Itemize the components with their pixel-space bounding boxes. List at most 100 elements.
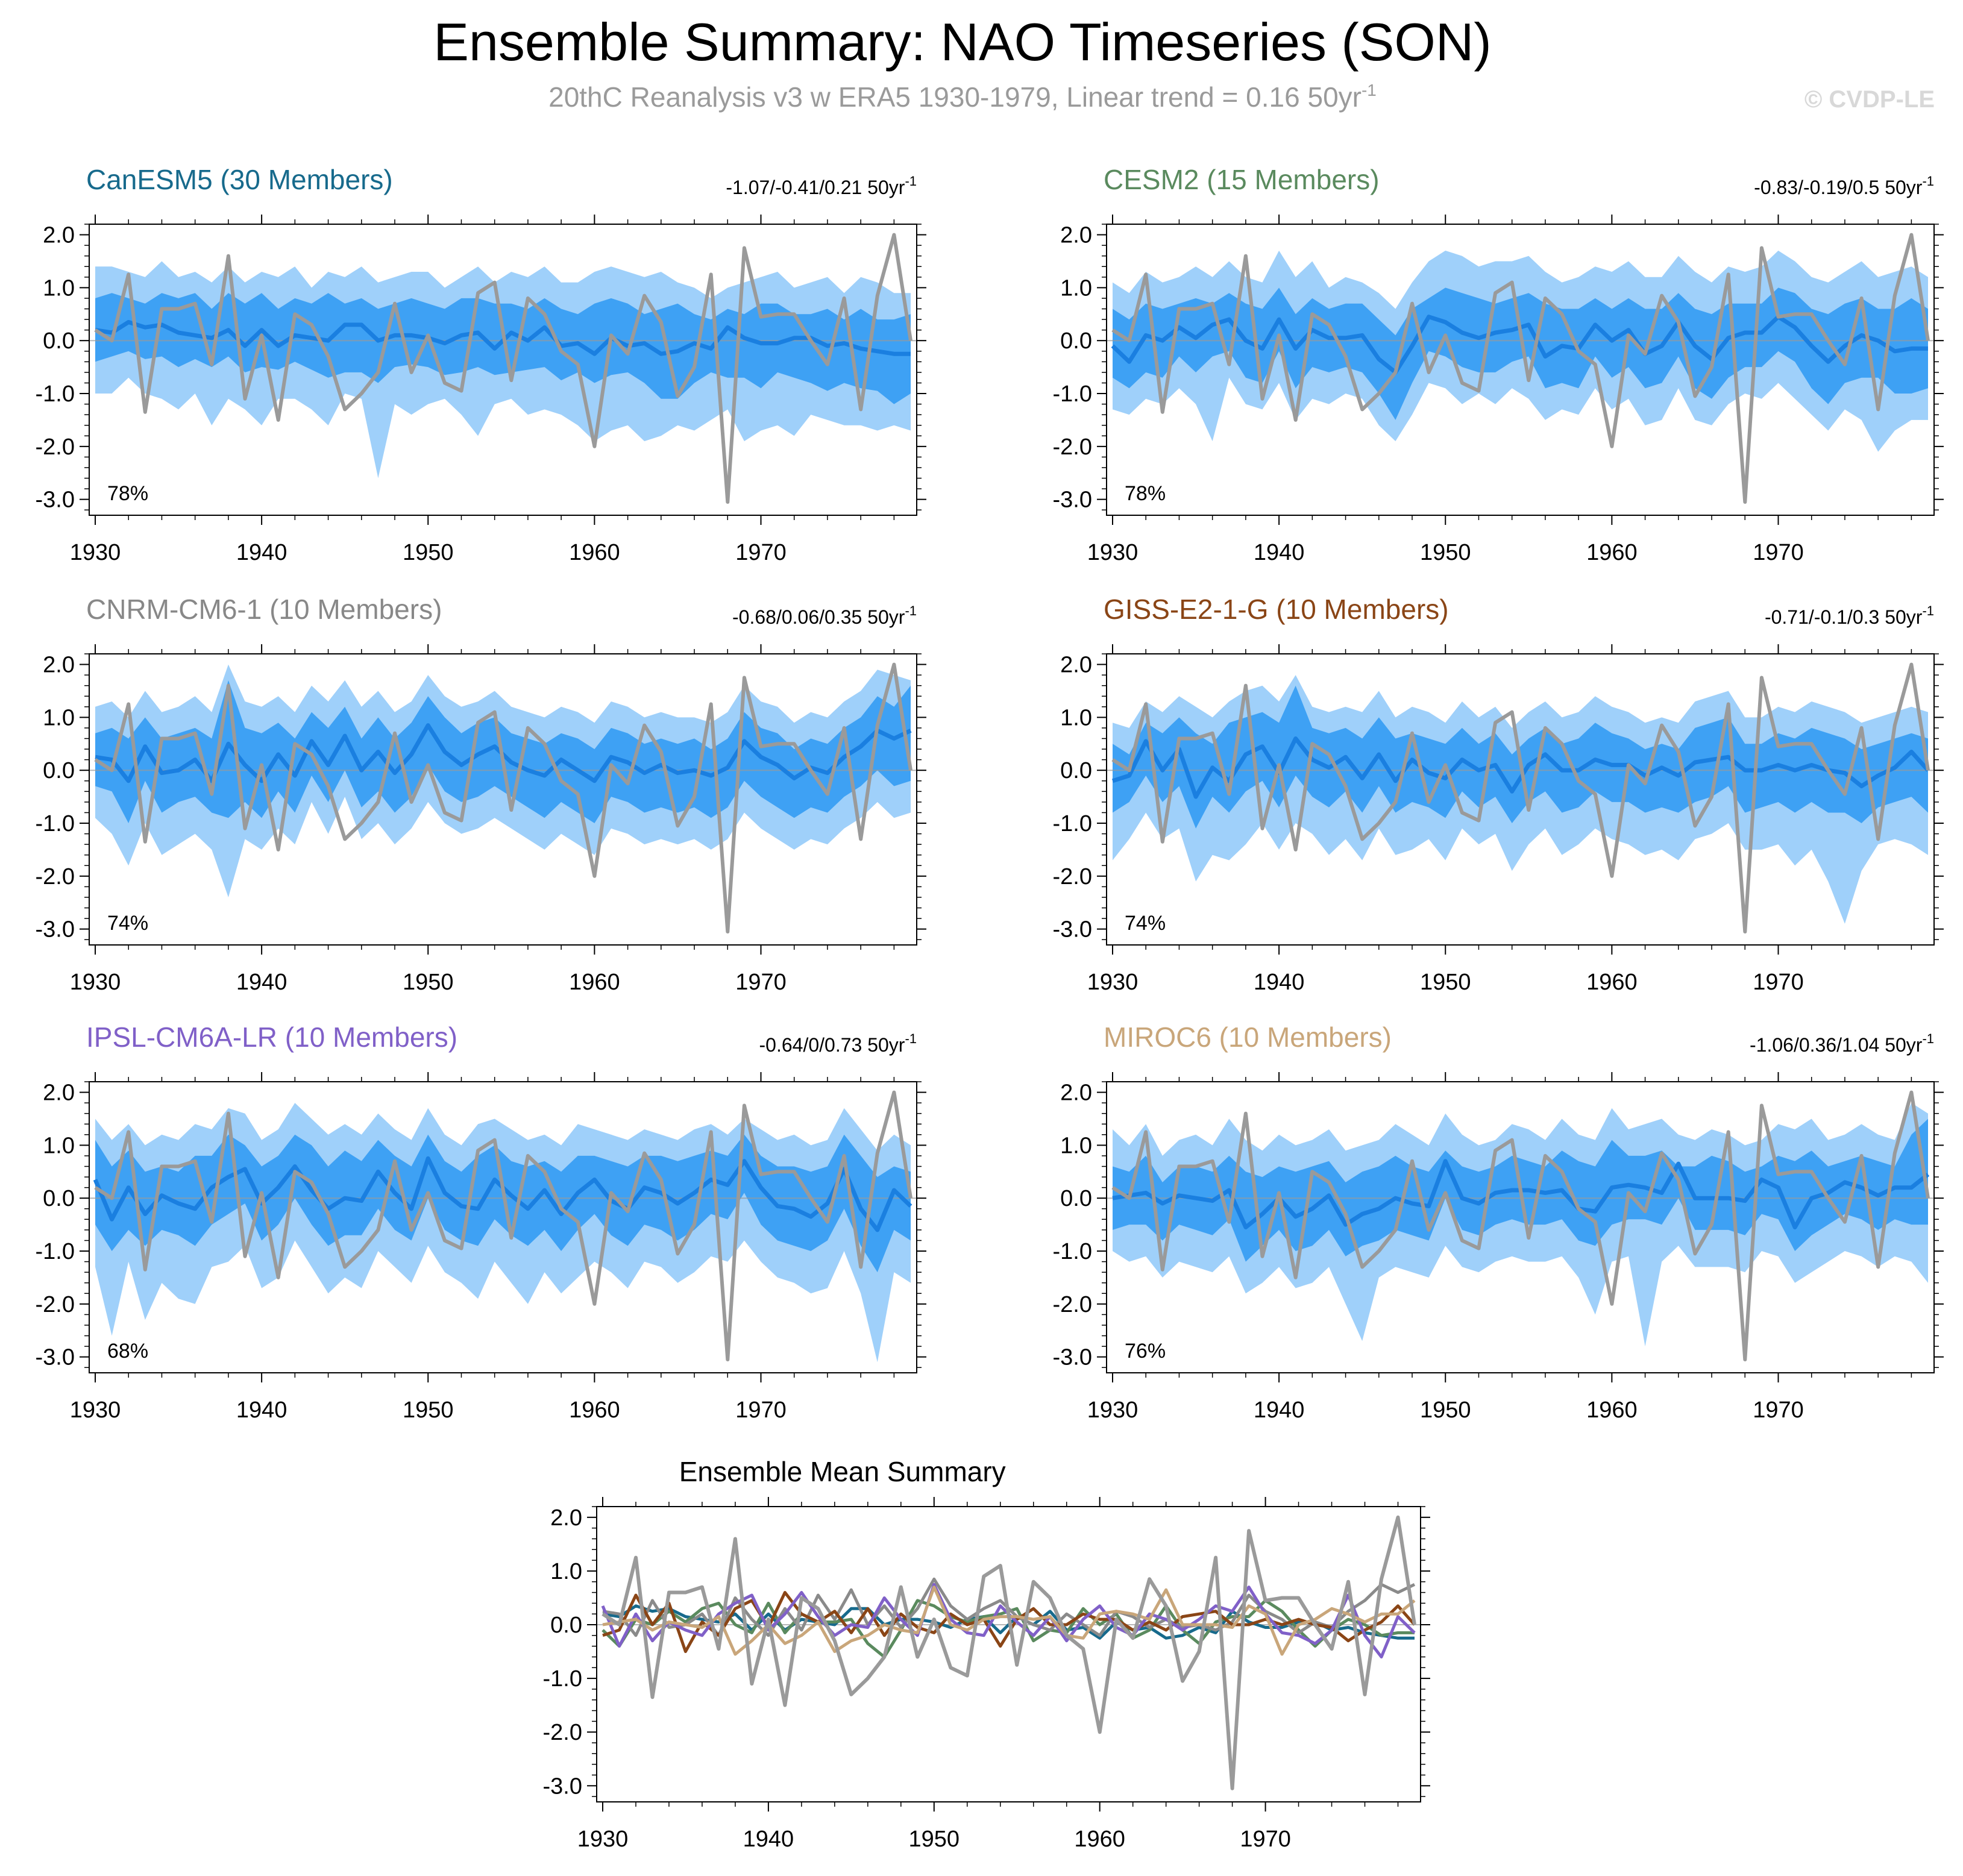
y-tick-label: -3.0: [1053, 1345, 1092, 1370]
panel-trend-text: -0.71/-0.1/0.3 50yr: [1765, 606, 1923, 628]
x-tick-label: 1960: [569, 1398, 620, 1423]
panel-title: GISS-E2-1-G (10 Members): [1104, 594, 1449, 625]
y-tick-label: -3.0: [36, 488, 75, 513]
chart-panel-4: GISS-E2-1-G (10 Members) -0.71/-0.1/0.3 5…: [1053, 594, 1944, 995]
y-tick-label: -1.0: [1053, 381, 1092, 407]
figure-title: Ensemble Summary: NAO Timeseries (SON): [433, 12, 1492, 72]
panel-trend-label: -1.06/0.36/1.04 50yr-1: [1750, 1031, 1934, 1056]
observed-line: [1111, 662, 1930, 933]
x-tick-label: 1950: [1420, 970, 1471, 995]
panel-title: CanESM5 (30 Members): [86, 164, 393, 195]
y-tick-label: -2.0: [1053, 434, 1092, 460]
x-tick-label: 1930: [70, 540, 121, 565]
panel-trend-text: -1.06/0.36/1.04 50yr: [1750, 1034, 1923, 1056]
panel-trend-text: -0.83/-0.19/0.5 50yr: [1754, 177, 1923, 198]
y-tick-label: 1.0: [43, 275, 75, 301]
y-tick-label: 0.0: [1060, 328, 1092, 354]
x-tick-label: 1930: [70, 1398, 121, 1423]
x-tick-label: 1950: [909, 1827, 960, 1852]
observed-line: [94, 233, 912, 504]
x-tick-label: 1960: [569, 970, 620, 995]
x-tick-label: 1960: [1074, 1827, 1125, 1852]
ensemble-inner-range-band: [95, 293, 911, 404]
chart-panel-1: CanESM5 (30 Members) -1.07/-0.41/0.21 50y…: [36, 164, 926, 565]
y-tick-label: -2.0: [36, 864, 75, 889]
y-tick-label: -2.0: [36, 1292, 75, 1317]
x-tick-label: 1970: [1753, 540, 1804, 565]
plot-frame: [89, 1081, 917, 1373]
chart-panel-5: IPSL-CM6A-LR (10 Members) -0.64/0/0.73 50…: [36, 1021, 926, 1423]
panel-title: Ensemble Mean Summary: [679, 1456, 1006, 1487]
y-tick-label: 1.0: [550, 1559, 582, 1584]
panel-trend-superscript: -1: [905, 603, 917, 618]
panel-trend-superscript: -1: [1922, 174, 1934, 189]
x-tick-label: 1940: [1254, 970, 1305, 995]
credit-watermark: © CVDP-LE: [1804, 86, 1935, 113]
x-tick-label: 1950: [1420, 540, 1471, 565]
chart-panel-6: MIROC6 (10 Members) -1.06/0.36/1.04 50yr-…: [1053, 1021, 1944, 1423]
y-tick-label: -1.0: [36, 811, 75, 836]
chart-panel-7: Ensemble Mean Summary 2.0 1.0 0.0 -1.0 -2.0 -3…: [543, 1456, 1430, 1852]
panel-trend-label: -0.83/-0.19/0.5 50yr-1: [1754, 174, 1934, 198]
y-tick-label: 1.0: [43, 1133, 75, 1158]
y-tick-label: -2.0: [36, 434, 75, 460]
panel-percent-annotation: 68%: [107, 1340, 148, 1363]
x-tick-label: 1970: [735, 1398, 787, 1423]
y-tick-label: -1.0: [1053, 811, 1092, 836]
observed-line: [1111, 233, 1930, 504]
y-tick-label: -3.0: [1053, 488, 1092, 513]
x-tick-label: 1960: [1586, 970, 1638, 995]
y-tick-label: 1.0: [43, 705, 75, 730]
y-tick-label: 1.0: [1060, 1133, 1092, 1158]
panel-trend-text: -1.07/-0.41/0.21 50yr: [726, 177, 905, 198]
panel-trend-label: -0.68/0.06/0.35 50yr-1: [732, 603, 917, 628]
panel-title: MIROC6 (10 Members): [1104, 1021, 1392, 1053]
y-tick-label: 2.0: [43, 653, 75, 678]
x-tick-label: 1940: [236, 1398, 287, 1423]
panel-percent-annotation: 76%: [1125, 1340, 1166, 1363]
panel-title: IPSL-CM6A-LR (10 Members): [86, 1021, 457, 1053]
y-tick-label: -2.0: [1053, 864, 1092, 889]
y-tick-label: 0.0: [1060, 758, 1092, 783]
y-tick-label: 2.0: [1060, 1081, 1092, 1106]
x-tick-label: 1930: [1087, 540, 1139, 565]
y-tick-label: 0.0: [43, 758, 75, 783]
panel-percent-annotation: 74%: [1125, 912, 1166, 935]
plot-frame: [89, 653, 917, 946]
x-tick-label: 1960: [1586, 540, 1638, 565]
chart-panels: CanESM5 (30 Members) -1.07/-0.41/0.21 50y…: [36, 164, 1944, 1852]
y-tick-label: -2.0: [1053, 1292, 1092, 1317]
y-tick-label: 2.0: [1060, 653, 1092, 678]
y-tick-label: -1.0: [36, 1239, 75, 1264]
plot-frame: [596, 1506, 1421, 1802]
panel-trend-superscript: -1: [905, 174, 917, 189]
figure-subtitle-superscript: -1: [1362, 81, 1377, 99]
x-tick-label: 1950: [1420, 1398, 1471, 1423]
x-tick-label: 1960: [569, 540, 620, 565]
panel-percent-annotation: 78%: [1125, 482, 1166, 505]
x-tick-label: 1960: [1586, 1398, 1638, 1423]
y-tick-label: 0.0: [550, 1613, 582, 1638]
x-tick-label: 1950: [403, 1398, 454, 1423]
ensemble-inner-range-band: [1113, 287, 1928, 420]
x-tick-label: 1930: [70, 970, 121, 995]
x-tick-label: 1950: [403, 970, 454, 995]
observed-line: [1111, 1090, 1930, 1361]
panel-percent-annotation: 74%: [107, 912, 148, 935]
y-tick-label: 2.0: [550, 1505, 582, 1531]
x-tick-label: 1940: [1254, 540, 1305, 565]
panel-trend-label: -1.07/-0.41/0.21 50yr-1: [726, 174, 917, 198]
y-tick-label: 0.0: [43, 1186, 75, 1211]
y-tick-label: -1.0: [1053, 1239, 1092, 1264]
y-tick-label: -3.0: [36, 1345, 75, 1370]
x-tick-label: 1940: [743, 1827, 794, 1852]
x-tick-label: 1970: [1753, 1398, 1804, 1423]
y-tick-label: 1.0: [1060, 275, 1092, 301]
panel-trend-label: -0.71/-0.1/0.3 50yr-1: [1765, 603, 1934, 628]
plot-frame: [1106, 653, 1935, 946]
plot-frame: [89, 224, 917, 516]
plot-frame: [1106, 1081, 1935, 1373]
y-tick-label: 2.0: [43, 223, 75, 248]
y-tick-label: 0.0: [1060, 1186, 1092, 1211]
y-tick-label: -1.0: [36, 381, 75, 407]
